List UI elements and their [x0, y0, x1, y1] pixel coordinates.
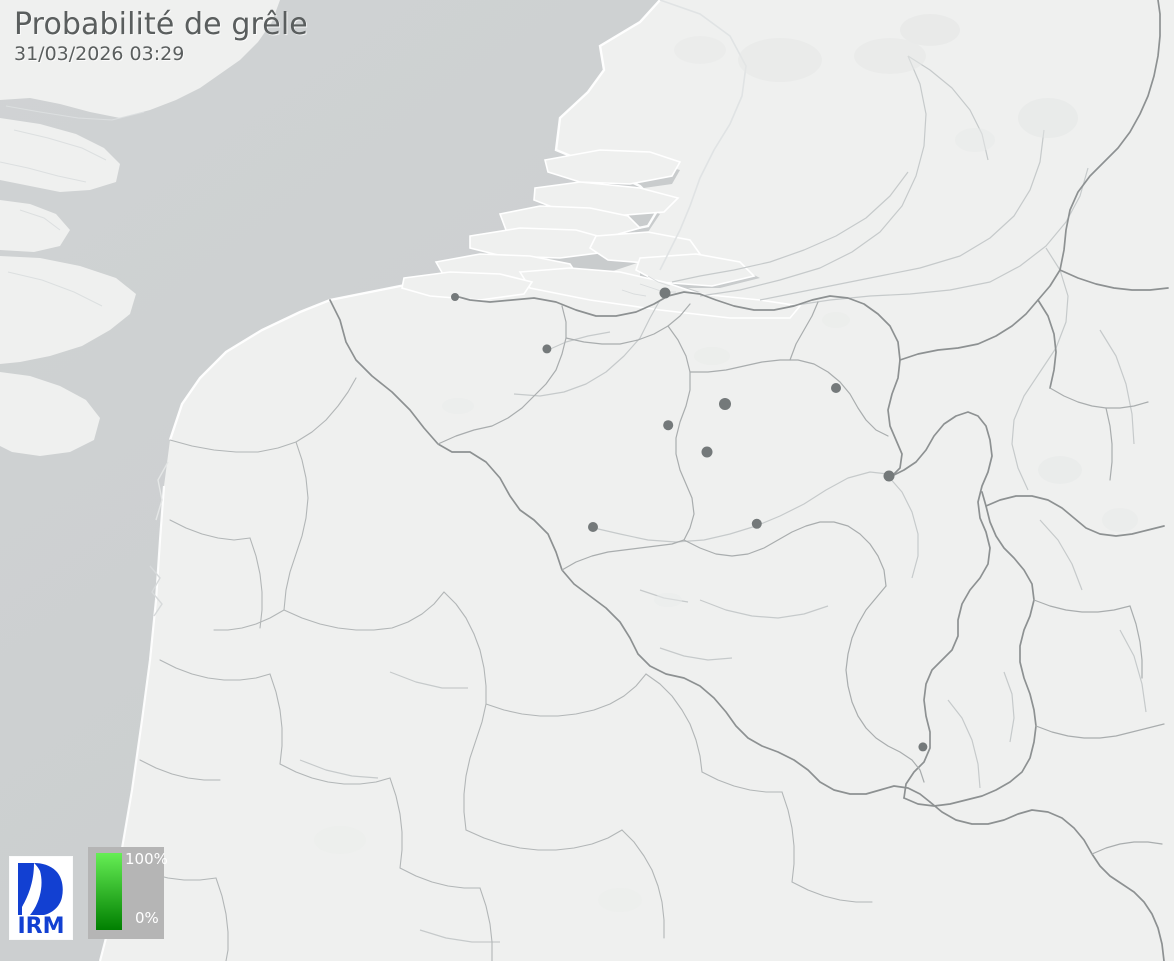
country-borders-layer	[119, 0, 1169, 961]
irm-logo[interactable]: IRM	[10, 857, 72, 939]
station-limburg[interactable]	[831, 383, 841, 393]
colorbar-gradient	[96, 853, 122, 930]
station-liege[interactable]	[883, 470, 895, 482]
station-ghent[interactable]	[542, 344, 552, 354]
legend-area: IRM 100% 0%	[10, 847, 168, 939]
netherlands-landmass	[659, 0, 1174, 271]
station-namur-north[interactable]	[701, 446, 713, 458]
svg-text:IRM: IRM	[17, 914, 64, 939]
station-namur[interactable]	[751, 518, 763, 530]
station-mons[interactable]	[588, 522, 598, 532]
colorbar-min-label: 0%	[135, 909, 159, 927]
terrain-shading-layer	[314, 14, 1138, 912]
station-brussels[interactable]	[719, 398, 731, 410]
colorbar-max-label: 100%	[125, 850, 168, 868]
probability-colorbar[interactable]: 100% 0%	[88, 847, 168, 939]
station-leuven[interactable]	[663, 420, 673, 430]
station-antwerp[interactable]	[659, 287, 671, 299]
england-landmass	[0, 0, 280, 456]
irm-logo-graphic: IRM	[10, 857, 72, 939]
station-luxembourg[interactable]	[918, 742, 928, 752]
station-coast-north[interactable]	[451, 293, 459, 301]
